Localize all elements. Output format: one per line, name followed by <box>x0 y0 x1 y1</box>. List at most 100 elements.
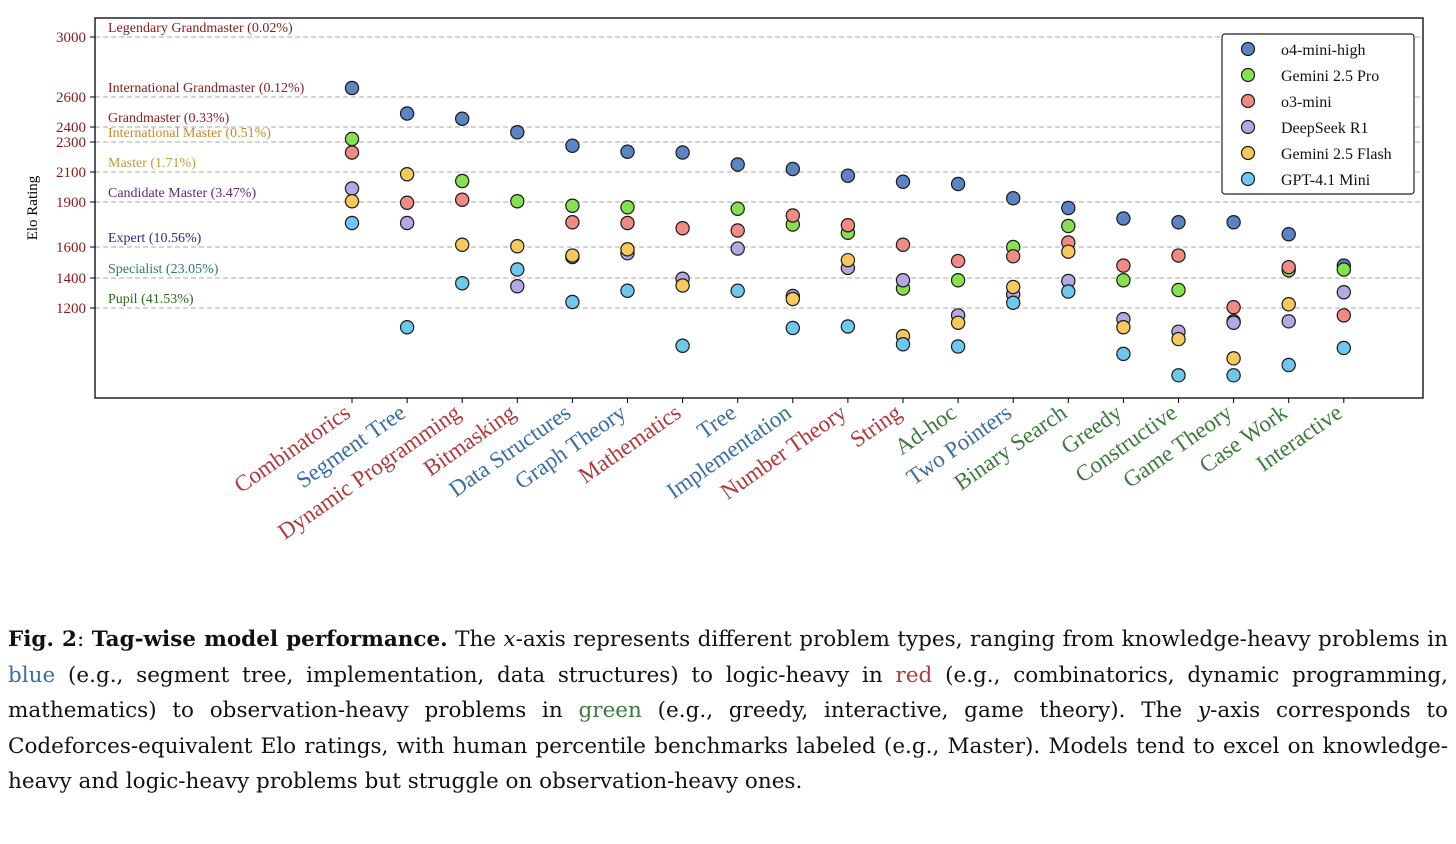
data-point <box>565 215 580 230</box>
data-point <box>620 200 635 215</box>
data-point <box>1171 331 1186 347</box>
data-point <box>1006 279 1021 295</box>
tier-labels: Legendary Grandmaster (0.02%) Internation… <box>108 21 305 307</box>
data-point <box>1061 200 1076 216</box>
data-point <box>1116 258 1131 273</box>
legend-marker <box>1240 41 1256 57</box>
data-point <box>344 215 360 231</box>
legend-box <box>1221 33 1415 195</box>
data-point <box>1281 259 1296 275</box>
data-point <box>675 221 690 236</box>
data-point <box>1061 284 1076 299</box>
data-point <box>455 237 470 252</box>
data-point <box>785 320 801 336</box>
tier-label: Specialist (23.05%) <box>108 262 219 277</box>
data-point <box>1336 262 1352 277</box>
fig-title: Tag-wise model performance. <box>91 627 448 652</box>
legend-marker <box>1240 93 1256 109</box>
data-point <box>1171 215 1186 230</box>
y-tick-label: 1600 <box>56 240 86 256</box>
data-point <box>565 294 580 310</box>
tier-label: Expert (10.56%) <box>108 231 202 246</box>
fig-colon: : <box>77 627 85 652</box>
data-point <box>399 167 415 182</box>
y-tick-label: 2100 <box>56 165 86 181</box>
data-point <box>1226 215 1241 230</box>
tier-label: Grandmaster (0.33%) <box>108 111 230 126</box>
data-point <box>1171 248 1186 263</box>
caption-green-word: green <box>578 698 642 723</box>
data-point <box>950 315 966 330</box>
y-tick-label: 1200 <box>56 301 86 317</box>
figure-caption: Fig. 2: Tag-wise model performance. The … <box>8 622 1448 800</box>
data-point <box>399 215 415 231</box>
data-point <box>344 131 360 147</box>
data-point <box>1226 368 1241 383</box>
data-point <box>1226 315 1241 330</box>
data-point <box>510 239 525 254</box>
data-point <box>730 283 745 298</box>
legend-marker <box>1240 67 1256 83</box>
data-point <box>840 168 856 183</box>
data-point <box>1336 308 1352 323</box>
data-point <box>455 173 470 189</box>
data-point <box>840 319 856 334</box>
y-axis-label: Elo Rating <box>25 175 41 240</box>
data-point <box>785 291 801 307</box>
y-tick-label: 2600 <box>56 90 86 106</box>
caption-red-word: red <box>895 662 933 688</box>
data-point <box>1116 346 1131 362</box>
data-point <box>675 338 690 353</box>
fig-label: Fig. 2 <box>8 627 77 652</box>
caption-text-4: (e.g., combinatorics, dynamic programmin… <box>8 662 1448 724</box>
data-point <box>1116 273 1131 288</box>
tier-label: International Grandmaster (0.12%) <box>108 81 305 96</box>
legend-label: o3-mini <box>1281 94 1332 111</box>
caption-y-var: y <box>1197 698 1211 723</box>
data-point <box>620 283 635 298</box>
data-point <box>620 144 635 159</box>
data-point <box>730 201 745 216</box>
data-point <box>1006 249 1021 264</box>
data-point <box>1281 227 1296 242</box>
y-tick-label: 1900 <box>56 195 86 211</box>
data-point <box>510 194 525 209</box>
data-point <box>1336 340 1352 356</box>
data-point <box>950 176 966 192</box>
tier-label: Master (1.71%) <box>108 156 196 171</box>
legend-marker <box>1240 171 1256 187</box>
tier-label: Legendary Grandmaster (0.02%) <box>108 21 293 36</box>
legend-marker <box>1240 119 1256 135</box>
data-point <box>730 223 745 238</box>
caption-text-6: -axis corresponds to Codeforces-equivale… <box>8 698 1448 794</box>
tier-label: Candidate Master (3.47%) <box>108 186 256 201</box>
y-tick-label: 1400 <box>56 271 86 287</box>
data-point <box>1171 282 1186 298</box>
data-point <box>1281 357 1296 373</box>
tag-performance-chart: Legendary Grandmaster (0.02%) Internation… <box>25 17 1424 544</box>
data-point <box>785 208 801 223</box>
data-point <box>1226 300 1241 315</box>
data-point <box>510 125 525 140</box>
caption-text-5: (e.g., greedy, interactive, game theory)… <box>641 698 1198 723</box>
data-point <box>1171 368 1186 383</box>
y-tick-label: 3000 <box>56 30 86 46</box>
tier-gridlines <box>95 36 1423 309</box>
legend: o4-mini-high Gemini 2.5 Pro o3-mini DeepSee… <box>1221 33 1415 195</box>
data-point <box>1061 218 1076 234</box>
data-point <box>455 276 470 291</box>
plot-frame <box>94 17 1424 399</box>
tier-label: International Master (0.51%) <box>108 126 271 141</box>
caption-text-2: -axis represents different problem types… <box>515 627 1448 652</box>
data-point <box>455 111 470 126</box>
data-point <box>840 252 856 268</box>
tier-label: Pupil (41.53%) <box>108 292 194 307</box>
data-point <box>510 279 525 294</box>
data-point <box>620 215 635 231</box>
data-point <box>895 337 911 352</box>
caption-text-3: (e.g., segment tree, implementation, dat… <box>55 662 896 688</box>
data-point <box>950 273 966 288</box>
data-point <box>675 145 690 160</box>
